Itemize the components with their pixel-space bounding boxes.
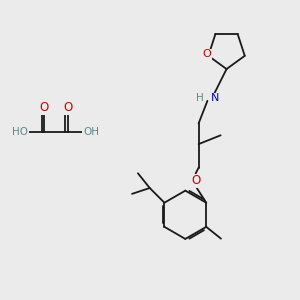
Text: H: H	[196, 94, 204, 103]
Text: N: N	[211, 94, 219, 103]
Text: O: O	[39, 101, 49, 114]
Text: O: O	[191, 174, 200, 188]
Text: O: O	[202, 49, 211, 59]
Text: OH: OH	[83, 127, 99, 137]
Text: HO: HO	[12, 127, 28, 137]
Text: O: O	[63, 101, 72, 114]
